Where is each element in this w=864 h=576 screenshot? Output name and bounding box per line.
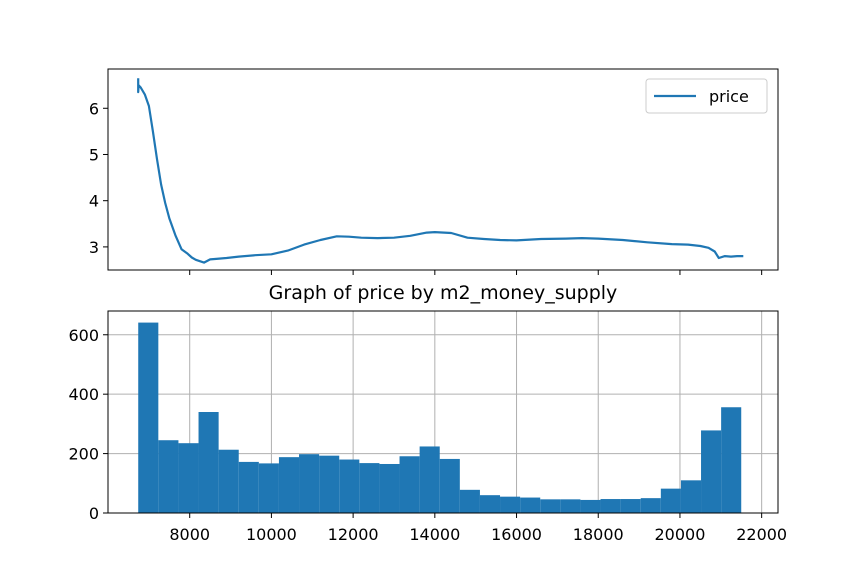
histogram-bar (178, 443, 199, 513)
histogram-bar (660, 488, 681, 513)
series-line-price (137, 78, 744, 264)
histogram-ticks: 8000 10000 12000 14000 16000 18000 20000 22000 0… (68, 326, 787, 544)
histogram-bar (520, 497, 541, 513)
histogram-bars (138, 322, 742, 513)
x-tick-label: 20000 (654, 525, 705, 544)
histogram-bar (319, 455, 340, 513)
histogram-frame (107, 310, 779, 514)
histogram-bar (580, 499, 601, 513)
histogram-bar (278, 457, 300, 513)
histogram-bar (379, 463, 400, 513)
y-tick-label: 6 (89, 99, 99, 118)
line-chart-axes: 3 4 5 6 price (89, 68, 779, 275)
histogram-bar (540, 499, 561, 513)
histogram-title: Graph of price by m2_money_supply (269, 282, 618, 304)
y-tick-label: 0 (89, 504, 99, 523)
legend-label-price: price (709, 87, 749, 106)
legend: price (645, 78, 768, 114)
histogram-bar (640, 498, 661, 513)
histogram-bar (459, 489, 480, 513)
x-tick-label: 18000 (573, 525, 624, 544)
histogram-bar (138, 322, 159, 513)
histogram-bar (158, 440, 179, 513)
y-tick-label: 5 (89, 145, 99, 164)
histogram-bar (560, 499, 581, 513)
y-tick-label: 4 (89, 192, 99, 211)
histogram-bar (620, 499, 641, 513)
x-tick-label: 16000 (491, 525, 542, 544)
histogram-bar (600, 499, 621, 513)
x-tick-label: 22000 (736, 525, 787, 544)
histogram-bar (701, 430, 722, 513)
line-series-group (137, 78, 744, 264)
y-tick-label: 200 (68, 445, 99, 464)
y-tick-label: 400 (68, 385, 99, 404)
histogram-bar (359, 463, 380, 513)
histogram-bar (299, 454, 320, 513)
histogram-bar (419, 446, 440, 513)
histogram-bar (218, 449, 239, 513)
histogram-bar (500, 496, 521, 513)
histogram-bar (339, 459, 360, 513)
x-tick-label: 12000 (328, 525, 379, 544)
line-chart-frame (107, 68, 779, 271)
x-tick-label: 10000 (246, 525, 297, 544)
histogram-bar (238, 461, 259, 513)
legend-box (645, 78, 768, 114)
histogram-bar (258, 463, 279, 513)
line-chart-ticks: 3 4 5 6 (89, 99, 763, 275)
y-tick-label: 3 (89, 238, 99, 257)
x-tick-label: 8000 (169, 525, 210, 544)
y-tick-label: 600 (68, 326, 99, 345)
histogram-axes: 8000 10000 12000 14000 16000 18000 20000 22000 0… (68, 310, 787, 544)
histogram-bar (399, 456, 420, 513)
histogram-bar (721, 407, 742, 513)
histogram-bar (198, 412, 219, 513)
histogram-bar (479, 495, 501, 513)
x-tick-label: 14000 (409, 525, 460, 544)
histogram-bar (680, 480, 702, 513)
histogram-bar (439, 458, 460, 513)
